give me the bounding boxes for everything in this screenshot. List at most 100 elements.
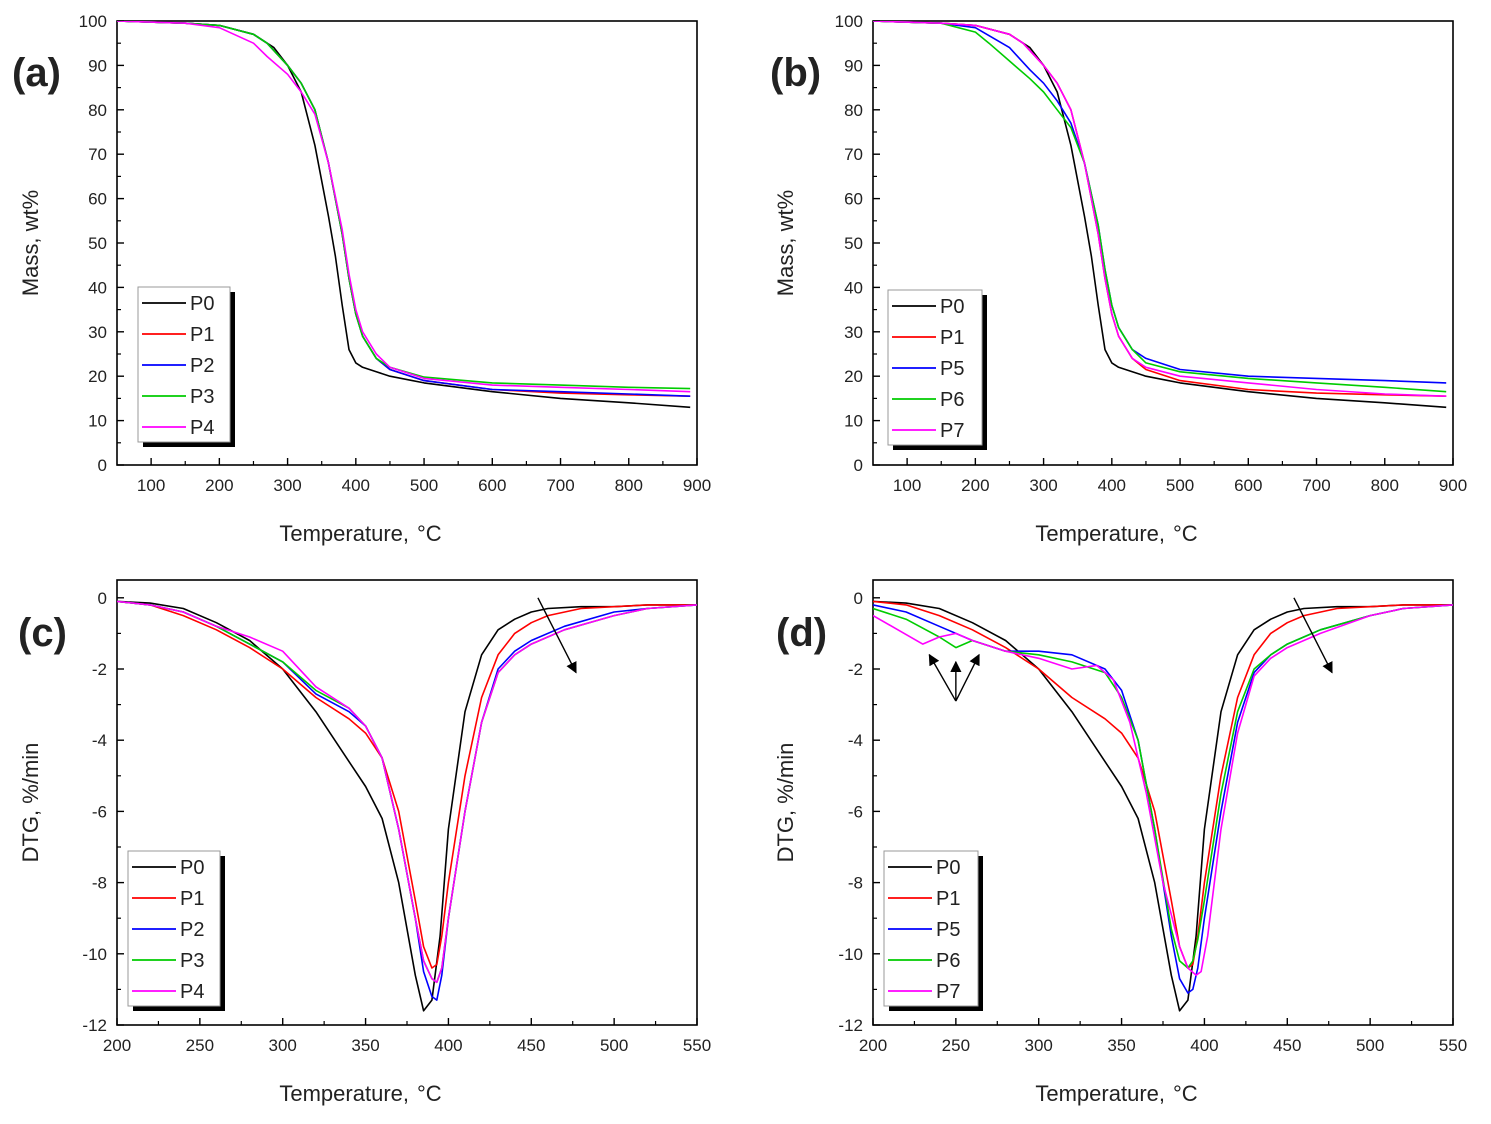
x-tick-label: 800: [615, 476, 643, 495]
y-tick-label: 40: [844, 278, 863, 297]
series-line-p7: [873, 604, 1453, 977]
y-tick-label: 0: [98, 456, 107, 475]
x-tick-label: 550: [683, 1036, 711, 1055]
x-tick-label: 200: [859, 1036, 887, 1055]
x-axis-unit: °C: [1173, 521, 1198, 546]
legend-label: P6: [936, 950, 960, 972]
y-tick-label: 50: [88, 234, 107, 253]
legend-label: P1: [940, 327, 964, 349]
legend-label: P3: [190, 386, 214, 408]
x-axis-title: Temperature,: [1035, 1081, 1165, 1106]
x-tick-label: 900: [683, 476, 711, 495]
y-axis-title: Mass, wt%: [18, 190, 43, 296]
y-tick-label: 90: [88, 56, 107, 75]
x-tick-label: 550: [1439, 1036, 1467, 1055]
y-tick-label: 100: [835, 12, 863, 31]
y-tick-label: -6: [848, 802, 863, 821]
y-tick-label: -6: [92, 802, 107, 821]
x-tick-label: 400: [342, 476, 370, 495]
y-tick-label: -4: [92, 731, 107, 750]
legend-label: P6: [940, 389, 964, 411]
panel-label: (b): [770, 51, 821, 95]
x-axis-title: Temperature,: [279, 1081, 409, 1106]
series-line-p4: [117, 21, 691, 393]
x-tick-label: 450: [1273, 1036, 1301, 1055]
y-tick-label: 100: [79, 12, 107, 31]
x-tick-label: 300: [273, 476, 301, 495]
legend-label: P5: [936, 919, 960, 941]
x-tick-label: 400: [434, 1036, 462, 1055]
panel-label: (c): [18, 611, 67, 655]
y-tick-label: 10: [844, 412, 863, 431]
y-tick-label: 30: [844, 323, 863, 342]
y-tick-label: 10: [88, 412, 107, 431]
y-tick-label: 0: [854, 589, 863, 608]
x-tick-label: 700: [546, 476, 574, 495]
series-line-p0: [873, 600, 1453, 1012]
y-tick-label: 70: [88, 145, 107, 164]
y-tick-label: 0: [854, 456, 863, 475]
legend: P0 P1 P5 P6 P7: [887, 289, 987, 450]
x-tick-label: 300: [1025, 1036, 1053, 1055]
y-tick-label: 70: [844, 145, 863, 164]
legend-label: P0: [190, 293, 214, 315]
x-tick-label: 200: [103, 1036, 131, 1055]
annotation-arrow: [955, 653, 980, 702]
x-tick-label: 600: [1234, 476, 1262, 495]
legend-label: P2: [180, 919, 204, 941]
y-tick-label: -12: [82, 1016, 107, 1035]
legend-label: P4: [180, 981, 204, 1003]
panel-c: 200 250 300 350 400 450 500 550 -12 -10 -8 -6 -4 -2 0 T…: [18, 579, 711, 1106]
series-group: [873, 600, 1453, 1012]
y-tick-label: -2: [848, 660, 863, 679]
legend: P0 P1 P5 P6 P7: [883, 850, 983, 1011]
y-tick-label: 50: [844, 234, 863, 253]
x-tick-label: 100: [137, 476, 165, 495]
panel-label: (a): [12, 51, 61, 95]
x-tick-label: 600: [478, 476, 506, 495]
panel-b: 100 200 300 400 500 600 700 800 900 0 10 20 30 40 50 60…: [770, 12, 1467, 546]
panel-label: (d): [776, 611, 827, 655]
legend-label: P5: [940, 358, 964, 380]
x-axis-unit: °C: [417, 1081, 442, 1106]
x-tick-label: 300: [1029, 476, 1057, 495]
y-tick-label: -10: [838, 945, 863, 964]
legend-label: P0: [940, 296, 964, 318]
x-tick-label: 500: [1356, 1036, 1384, 1055]
y-tick-label: -8: [848, 874, 863, 893]
series-line-p7: [873, 21, 1447, 397]
annotation-arrow: [537, 597, 577, 674]
x-tick-label: 300: [269, 1036, 297, 1055]
y-tick-label: 90: [844, 56, 863, 75]
x-tick-label: 400: [1098, 476, 1126, 495]
y-axis-title: Mass, wt%: [773, 190, 798, 296]
y-tick-label: -2: [92, 660, 107, 679]
legend-label: P1: [180, 888, 204, 910]
series-group: [117, 600, 697, 1012]
x-tick-label: 350: [351, 1036, 379, 1055]
y-axis-title: DTG, %/min: [18, 743, 43, 863]
y-tick-label: 60: [88, 190, 107, 209]
series-line-p0: [117, 600, 697, 1012]
x-tick-label: 250: [942, 1036, 970, 1055]
legend-label: P0: [180, 857, 204, 879]
x-tick-label: 350: [1107, 1036, 1135, 1055]
annotation-arrow: [1293, 597, 1333, 674]
x-axis-unit: °C: [417, 521, 442, 546]
series-line-p1: [117, 600, 697, 969]
legend-label: P1: [936, 888, 960, 910]
legend-label: P0: [936, 857, 960, 879]
y-tick-label: 20: [844, 367, 863, 386]
y-axis-title: DTG, %/min: [773, 743, 798, 863]
legend-label: P7: [936, 981, 960, 1003]
x-tick-label: 700: [1302, 476, 1330, 495]
legend-label: P1: [190, 324, 214, 346]
x-tick-label: 200: [961, 476, 989, 495]
x-tick-label: 500: [600, 1036, 628, 1055]
y-tick-label: -10: [82, 945, 107, 964]
y-tick-label: 20: [88, 367, 107, 386]
series-line-p6: [873, 21, 1447, 393]
legend-label: P7: [940, 420, 964, 442]
legend-label: P4: [190, 417, 214, 439]
